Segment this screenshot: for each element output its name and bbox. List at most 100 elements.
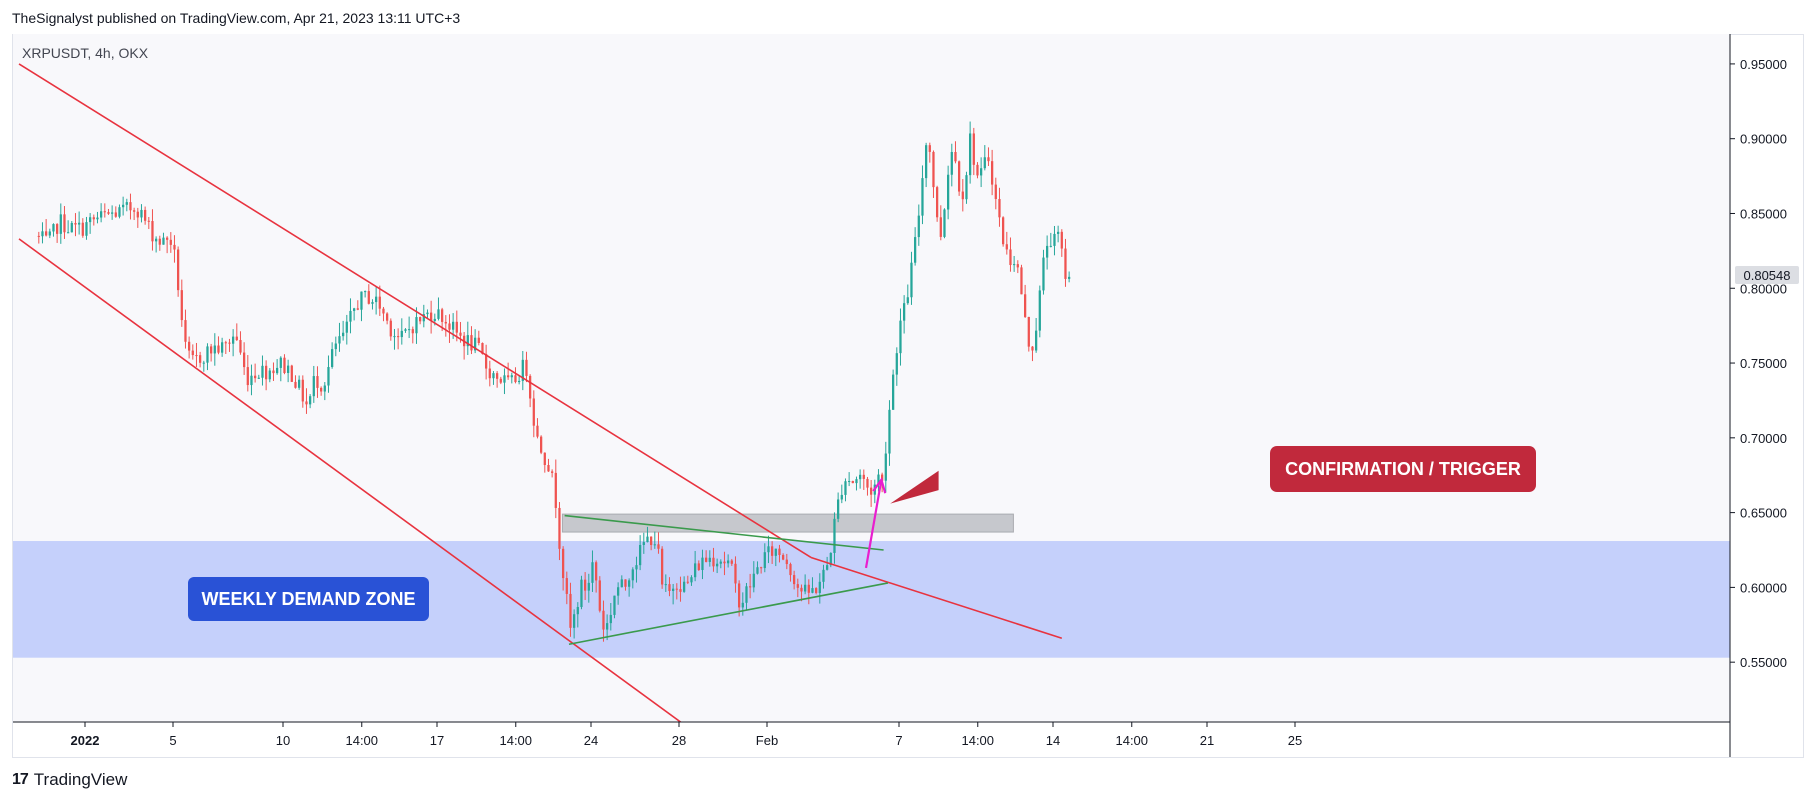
price-tick-label: 0.65000 [1740, 506, 1787, 521]
candle-body [239, 340, 242, 353]
candle-body [77, 222, 81, 225]
time-tick-label: 14:00 [499, 733, 532, 748]
candle-body [1034, 330, 1038, 351]
candle-body [481, 343, 484, 355]
candle-body [85, 222, 88, 236]
candle-body [279, 357, 282, 368]
candle-body [429, 312, 433, 321]
confirmation-label-pointer [890, 470, 939, 504]
candle-body [389, 320, 392, 337]
candle-body [693, 563, 697, 578]
candle-body [470, 335, 473, 351]
candle-body [715, 563, 719, 567]
candle-body [437, 309, 440, 319]
candle-body [646, 536, 649, 543]
candle-body [972, 133, 975, 165]
candle-body [125, 202, 128, 205]
candle-body [525, 359, 528, 376]
candle-body [924, 145, 928, 179]
candle-body [1020, 267, 1023, 295]
candle-body [213, 345, 216, 354]
candle-body [517, 380, 521, 383]
candle-body [121, 204, 125, 208]
candle-body [836, 499, 840, 519]
candle-body [899, 320, 902, 354]
candle-body [173, 244, 176, 250]
candle-body [976, 164, 979, 176]
candle-body [184, 320, 187, 342]
candle-body [554, 472, 557, 508]
candle-body [613, 595, 616, 615]
candle-body [902, 303, 906, 321]
candle-body [807, 584, 810, 593]
candle-body [349, 310, 352, 322]
candle-body [107, 212, 110, 214]
time-tick-label: 2022 [71, 733, 100, 748]
candle-body [275, 367, 279, 374]
candle-body [297, 379, 301, 388]
candle-body [906, 297, 909, 304]
candle-body [484, 354, 488, 369]
candle-body [312, 376, 315, 397]
candle-body [572, 614, 576, 628]
candle-body [220, 342, 224, 353]
candle-body [268, 370, 271, 380]
candle-body [382, 308, 385, 314]
candle-body [994, 184, 997, 200]
candle-body [833, 518, 836, 553]
candle-body [968, 133, 972, 176]
tradingview-brand: TradingView [33, 770, 128, 789]
candle-body [800, 587, 803, 592]
candle-body [682, 581, 686, 592]
candle-body [1042, 257, 1045, 291]
candle-body [668, 584, 671, 591]
candle-body [404, 329, 407, 331]
candle-body [103, 211, 106, 213]
candle-body [943, 209, 946, 237]
candle-body [235, 336, 238, 341]
candle-body [1016, 264, 1019, 268]
candle-body [374, 296, 378, 303]
candle-body [378, 296, 381, 309]
candle-body [422, 314, 425, 322]
candle-body [246, 367, 249, 386]
candle-body [627, 580, 631, 587]
candle-body [726, 560, 730, 564]
candle-body [818, 581, 821, 593]
candle-body [594, 562, 598, 581]
candle-body [385, 313, 389, 321]
tradingview-logo-icon: 17 [12, 771, 29, 788]
candle-body [576, 607, 579, 615]
candle-body [176, 249, 180, 291]
candle-body [745, 586, 748, 603]
candle-body [503, 375, 506, 383]
candle-body [660, 548, 664, 585]
candle-body [1056, 231, 1060, 234]
candle-body [774, 548, 777, 556]
candle-body [814, 588, 818, 593]
candle-body [323, 385, 326, 392]
candle-body [921, 178, 924, 216]
price-tick-label: 0.85000 [1740, 206, 1787, 221]
candle-body [415, 317, 418, 334]
candle-body [294, 381, 297, 388]
candle-body [844, 481, 847, 495]
candle-body [272, 370, 275, 374]
candle-body [514, 375, 517, 383]
candle-body [895, 353, 898, 375]
candle-body [411, 329, 414, 334]
candle-body [264, 365, 268, 380]
candle-body [561, 548, 565, 579]
candle-body [400, 330, 403, 338]
candle-body [1053, 233, 1056, 246]
candle-body [209, 346, 213, 354]
candle-body [965, 175, 968, 200]
candle-body [671, 588, 675, 591]
candle-body [950, 151, 953, 175]
time-tick-label: 5 [169, 733, 176, 748]
channel-lower-line [18, 238, 682, 722]
tradingview-footer[interactable]: 17 TradingView [12, 770, 127, 790]
candle-body [187, 341, 191, 351]
candle-body [946, 174, 950, 210]
